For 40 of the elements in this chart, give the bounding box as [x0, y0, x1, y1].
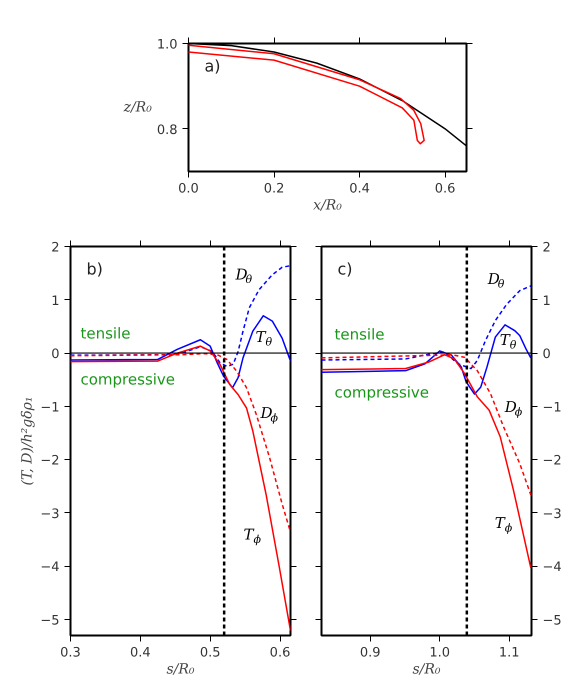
y-tick-label: 0.8	[156, 122, 178, 138]
x-tick-label: 0.6	[434, 182, 456, 196]
text: a)	[204, 56, 221, 76]
y-tick-label: −5	[40, 614, 60, 629]
y-tick-label: −1	[40, 400, 60, 416]
x-tick-label: 0.4	[349, 182, 370, 196]
x-axis-title: s/R₀	[166, 662, 195, 678]
x-tick-label: 0.0	[178, 182, 199, 196]
y-axis-title: (T, D)/h²gδρ₁	[19, 396, 36, 486]
x-tick-label: 0.5	[200, 646, 221, 660]
x-tick-label: 0.2	[264, 182, 284, 196]
x-tick-label: 1.1	[498, 646, 520, 660]
x-tick-label: 0.6	[270, 646, 290, 660]
text: c)	[338, 260, 353, 278]
text: b)	[86, 260, 103, 278]
y-tick-label: −5	[542, 614, 562, 629]
x-tick-label: 1.0	[429, 646, 450, 660]
annotation: tensile	[334, 326, 384, 344]
y-tick-label: 0	[542, 347, 551, 362]
y-tick-label: 1	[51, 294, 60, 309]
y-tick-label: 0	[51, 347, 60, 362]
y-tick-label: −1	[542, 400, 562, 416]
y-tick-label: −3	[542, 506, 562, 522]
y-tick-label: 2	[542, 240, 551, 256]
y-tick-label: −2	[542, 454, 562, 469]
x-tick-label: 0.3	[60, 646, 81, 660]
y-tick-label: 1	[542, 294, 551, 309]
y-tick-label: −4	[40, 560, 60, 576]
x-tick-label: 0.4	[130, 646, 151, 660]
annotation: compressive	[334, 384, 430, 402]
x-axis-title: s/R₀	[412, 662, 441, 678]
y-tick-label: −2	[40, 454, 60, 469]
x-axis-title: x/R₀	[313, 198, 342, 214]
y-tick-label: −3	[40, 506, 60, 522]
y-tick-label: −4	[542, 560, 562, 576]
x-tick-label: 0.9	[360, 646, 381, 660]
annotation: compressive	[80, 370, 176, 388]
y-tick-label: 2	[51, 240, 60, 256]
annotation: tensile	[80, 324, 130, 342]
y-axis-title: z/R₀	[122, 100, 152, 116]
